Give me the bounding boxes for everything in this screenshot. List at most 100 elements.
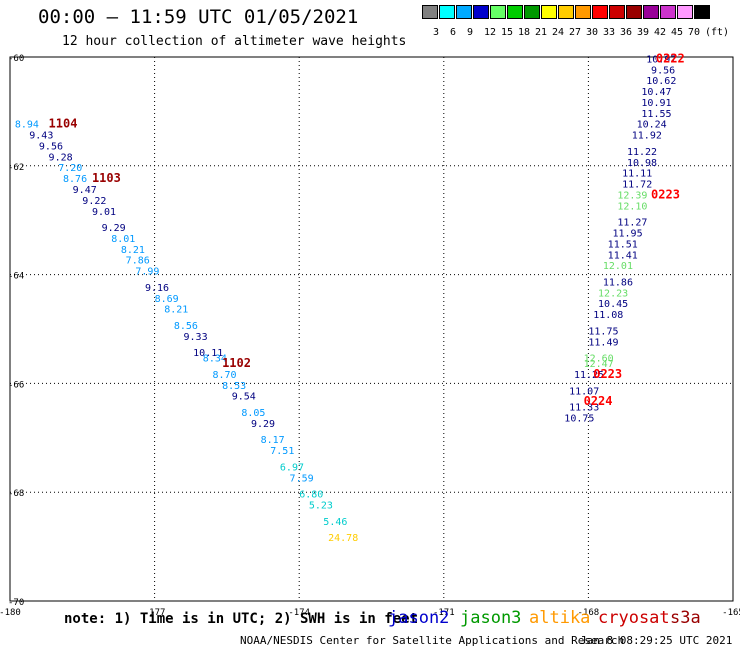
time-label: 1102 <box>222 356 251 370</box>
scale-swatch <box>575 5 591 19</box>
scale-label: 33 <box>603 27 616 38</box>
map-subtitle: 12 hour collection of altimeter wave hei… <box>62 34 407 49</box>
scale-swatch <box>694 5 710 19</box>
scale-swatch <box>541 5 557 19</box>
scale-swatch <box>456 5 472 19</box>
scale-swatch <box>490 5 506 19</box>
scale-label: 15 <box>501 27 514 38</box>
wave-height-label: 9.33 <box>184 332 208 343</box>
wave-height-label: 11.07 <box>569 386 599 397</box>
time-label: 0223 <box>651 187 680 201</box>
y-tick-label: -60 <box>8 54 24 64</box>
scale-swatch <box>422 5 438 19</box>
scale-swatch <box>524 5 540 19</box>
wave-height-label: 9.43 <box>29 131 53 142</box>
wave-height-label: 12.23 <box>598 288 628 299</box>
wave-height-label: 7.59 <box>290 473 314 484</box>
credit-line: NOAA/NESDIS Center for Satellite Applica… <box>240 634 625 647</box>
wave-height-label: 11.25 <box>574 370 604 381</box>
wave-height-label: 10.47 <box>641 87 671 98</box>
wave-height-label: 11.95 <box>613 229 643 240</box>
wave-height-label: 11.49 <box>588 337 618 348</box>
wave-height-label: 11.22 <box>627 147 657 158</box>
time-label: 0223 <box>593 367 622 381</box>
wave-height-label: 10.11 <box>193 348 223 359</box>
scale-swatch <box>507 5 523 19</box>
scale-label: 36 <box>620 27 633 38</box>
wave-height-label: 6.80 <box>299 490 323 501</box>
wave-height-label: 11.55 <box>641 109 671 120</box>
wave-height-label: 8.94 <box>15 120 39 131</box>
wave-height-label: 5.23 <box>309 501 333 512</box>
scale-swatch <box>643 5 659 19</box>
scale-label: 24 <box>552 27 565 38</box>
wave-height-label: 12.47 <box>584 359 614 370</box>
scale-swatch <box>592 5 608 19</box>
wave-height-label: 8.01 <box>111 234 135 245</box>
wave-height-label: 8.21 <box>164 305 188 316</box>
wave-height-label: 9.16 <box>145 283 169 294</box>
x-tick-label: -171 <box>433 608 455 618</box>
color-scale-legend: 3 6 9 12 15 18 21 24 27 30 33 36 39 42 45 70 (ft) <box>422 5 729 38</box>
scale-label: 12 <box>484 27 497 38</box>
scale-swatch <box>473 5 489 19</box>
scale-swatch <box>558 5 574 19</box>
wave-height-label: 11.72 <box>622 180 652 191</box>
y-tick-label: -66 <box>8 380 24 390</box>
wave-height-label: 11.92 <box>632 131 662 142</box>
wave-height-label: 11.33 <box>569 403 599 414</box>
wave-height-label: 8.53 <box>222 381 246 392</box>
wave-height-label: 12.60 <box>584 354 614 365</box>
scale-label: 3 <box>433 27 440 38</box>
wave-height-label: 10.62 <box>646 76 676 87</box>
wave-height-label: 24.78 <box>328 533 358 544</box>
wave-height-label: 8.69 <box>155 294 179 305</box>
wave-height-label: 10.98 <box>627 158 657 169</box>
wave-height-label: 7.20 <box>58 163 82 174</box>
wave-height-label: 9.56 <box>39 141 63 152</box>
scale-label: 27 <box>569 27 582 38</box>
scale-label: 39 <box>637 27 650 38</box>
wave-height-label: 7.51 <box>270 446 294 457</box>
wave-height-label: 10.91 <box>641 98 671 109</box>
scale-label: 30 <box>586 27 599 38</box>
time-label: 1104 <box>49 117 78 131</box>
wave-height-label: 9.22 <box>82 196 106 207</box>
wave-height-label: 7.86 <box>126 256 150 267</box>
scale-label: (ft) <box>705 27 730 38</box>
wave-height-label: 8.76 <box>63 174 87 185</box>
wave-height-label: 12.01 <box>603 261 633 272</box>
x-tick-label: -168 <box>578 608 600 618</box>
wave-height-label: 10.45 <box>598 299 628 310</box>
wave-height-label: 11.86 <box>603 277 633 288</box>
scale-label: 70 <box>688 27 701 38</box>
scale-label: 9 <box>467 27 474 38</box>
wave-height-label: 9.29 <box>251 419 275 430</box>
time-label: 0222 <box>656 51 685 65</box>
scale-label: 6 <box>450 27 457 38</box>
scale-swatch <box>660 5 676 19</box>
satellite-legend-item: s3a <box>670 608 701 628</box>
scale-swatch <box>439 5 455 19</box>
wave-height-label: 11.27 <box>617 218 647 229</box>
wave-height-label: 9.56 <box>651 65 675 76</box>
wave-height-label: 8.05 <box>241 408 265 419</box>
wave-height-label: 8.56 <box>174 321 198 332</box>
plot-frame <box>9 56 734 602</box>
time-label: 0224 <box>584 394 613 408</box>
wave-height-label: 5.46 <box>323 517 347 528</box>
wave-height-label: 10.24 <box>637 120 667 131</box>
scale-label: 21 <box>535 27 548 38</box>
wave-height-label: 10.75 <box>564 413 594 424</box>
satellite-legend-item: altika <box>529 608 591 628</box>
wave-height-label: 8.21 <box>121 245 145 256</box>
y-tick-label: -70 <box>8 598 24 608</box>
footer-note: note: 1) Time is in UTC; 2) SWH is in fe… <box>64 611 419 627</box>
x-tick-label: -177 <box>144 608 166 618</box>
wave-height-label: 8.70 <box>212 370 236 381</box>
wave-height-label: 9.54 <box>232 392 256 403</box>
y-tick-label: -62 <box>8 163 24 173</box>
wave-height-label: 11.75 <box>588 326 618 337</box>
wave-height-label: 12.10 <box>617 201 647 212</box>
